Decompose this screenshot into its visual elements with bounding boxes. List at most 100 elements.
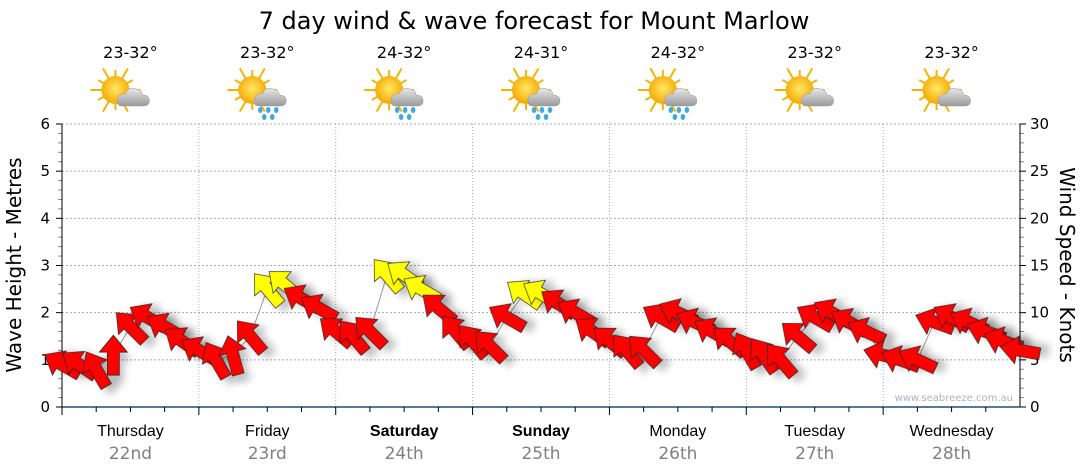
date-label: 24th: [385, 444, 424, 464]
cloud: [938, 87, 971, 107]
cloud: [801, 87, 834, 107]
rain-drop: [394, 107, 400, 113]
sun-cloud-icon: [911, 67, 971, 113]
sun-cloud-icon: [90, 67, 150, 113]
axes: 0 1 2 3 4 5 6 0 5 10 15 20 25 30: [40, 115, 1049, 416]
rain-drop: [398, 114, 404, 120]
date-label: 22nd: [109, 444, 152, 464]
rain-drop: [402, 107, 408, 113]
right-tick-label: 5: [1030, 351, 1040, 369]
cloud: [527, 87, 561, 107]
rain-drop: [676, 107, 682, 113]
rain-drop: [269, 114, 275, 120]
rain-drop: [680, 114, 686, 120]
left-tick-label: 0: [40, 398, 50, 416]
rain-drop: [547, 107, 553, 113]
rain-drop: [273, 107, 279, 113]
day-column-saturday: 24-32° Saturday 24th: [364, 43, 438, 464]
day-label: Monday: [649, 423, 706, 440]
rain-drop: [543, 114, 549, 120]
grid: [62, 123, 1020, 407]
sun-cloud-rain-icon: [637, 67, 698, 120]
left-tick-label: 1: [40, 351, 50, 369]
wind-arrow: [218, 335, 247, 377]
wind-arrow: [82, 351, 112, 391]
cloud: [664, 87, 698, 107]
sun-cloud-rain-icon: [501, 67, 561, 120]
rain-drop: [531, 107, 537, 113]
wind-arrow: [459, 325, 491, 361]
wind-arrow: [781, 323, 818, 355]
wind-arrow: [98, 334, 129, 376]
cloud: [117, 87, 150, 107]
date-label: 25th: [521, 444, 560, 464]
wind-arrow: [236, 320, 269, 356]
right-tick-label: 0: [1030, 398, 1040, 416]
wind-arrow: [999, 335, 1042, 365]
wind-arrow: [44, 350, 83, 381]
day-label: Friday: [245, 423, 289, 440]
left-tick-label: 4: [40, 209, 50, 227]
rain-drop: [257, 107, 263, 113]
wind-arrow: [355, 317, 389, 351]
date-label: 27th: [795, 444, 834, 464]
right-tick-label: 15: [1030, 257, 1049, 275]
temperature-range: 24-32°: [377, 43, 432, 62]
left-axis-label: Wave Height - Metres: [2, 157, 26, 372]
rain-drop: [261, 114, 267, 120]
left-tick-label: 2: [40, 304, 50, 322]
sun-cloud-rain-icon: [227, 67, 287, 120]
wind-arrow: [629, 335, 663, 370]
day-column-wednesday: 23-32° Wednesday 28th: [909, 43, 993, 464]
day-label: Sunday: [512, 423, 570, 440]
wind-arrow: [319, 318, 356, 350]
day-headers: 23-32° Thursday 22nd 23-32° Friday 23rd 24-32°…: [90, 43, 994, 464]
wind-arrow: [507, 280, 545, 311]
left-tick-label: 5: [40, 162, 50, 180]
rain-drop: [265, 107, 271, 113]
wind-arrow: [847, 317, 888, 346]
day-column-tuesday: 23-32° Tuesday 27th: [774, 43, 845, 464]
wind-arrow: [300, 293, 340, 324]
wind-arrow: [475, 331, 509, 365]
day-column-monday: 24-32° Monday 26th: [637, 43, 706, 464]
sun-cloud-rain-icon: [364, 67, 424, 120]
right-tick-label: 20: [1030, 209, 1049, 227]
day-column-sunday: 24-31° Sunday 25th: [501, 43, 570, 464]
temperature-range: 23-32°: [787, 43, 842, 62]
day-column-friday: 23-32° Friday 23rd: [227, 43, 295, 464]
rain-drop: [410, 107, 416, 113]
day-label: Saturday: [370, 423, 439, 440]
rain-drop: [535, 114, 541, 120]
rain-drop: [668, 107, 674, 113]
wind-arrow: [767, 344, 799, 380]
date-label: 26th: [658, 444, 697, 464]
sun-cloud-icon: [774, 67, 834, 113]
left-tick-label: 6: [40, 115, 50, 133]
temperature-range: 24-32°: [651, 43, 706, 62]
rain-drop: [406, 114, 412, 120]
day-label: Tuesday: [784, 423, 845, 440]
wind-arrow: [898, 345, 939, 375]
right-tick-label: 10: [1030, 304, 1049, 322]
day-label: Wednesday: [909, 423, 993, 440]
left-tick-label: 3: [40, 257, 50, 275]
right-tick-label: 30: [1030, 115, 1049, 133]
right-axis-label: Wind Speed - Knots: [1055, 167, 1079, 363]
temperature-range: 24-31°: [514, 43, 569, 62]
rain-drop: [672, 114, 678, 120]
watermark: www.seabreeze.com.au: [895, 393, 1013, 404]
day-label: Thursday: [97, 423, 164, 440]
temperature-range: 23-32°: [924, 43, 979, 62]
wind-arrow: [488, 303, 528, 334]
cloud: [253, 87, 287, 107]
rain-drop: [539, 107, 545, 113]
chart-title: 7 day wind & wave forecast for Mount Mar…: [259, 7, 810, 35]
temperature-range: 23-32°: [240, 43, 295, 62]
cloud: [390, 87, 424, 107]
right-tick-label: 25: [1030, 162, 1049, 180]
day-column-thursday: 23-32° Thursday 22nd: [90, 43, 164, 464]
date-label: 23rd: [248, 444, 287, 464]
temperature-range: 23-32°: [103, 43, 158, 62]
